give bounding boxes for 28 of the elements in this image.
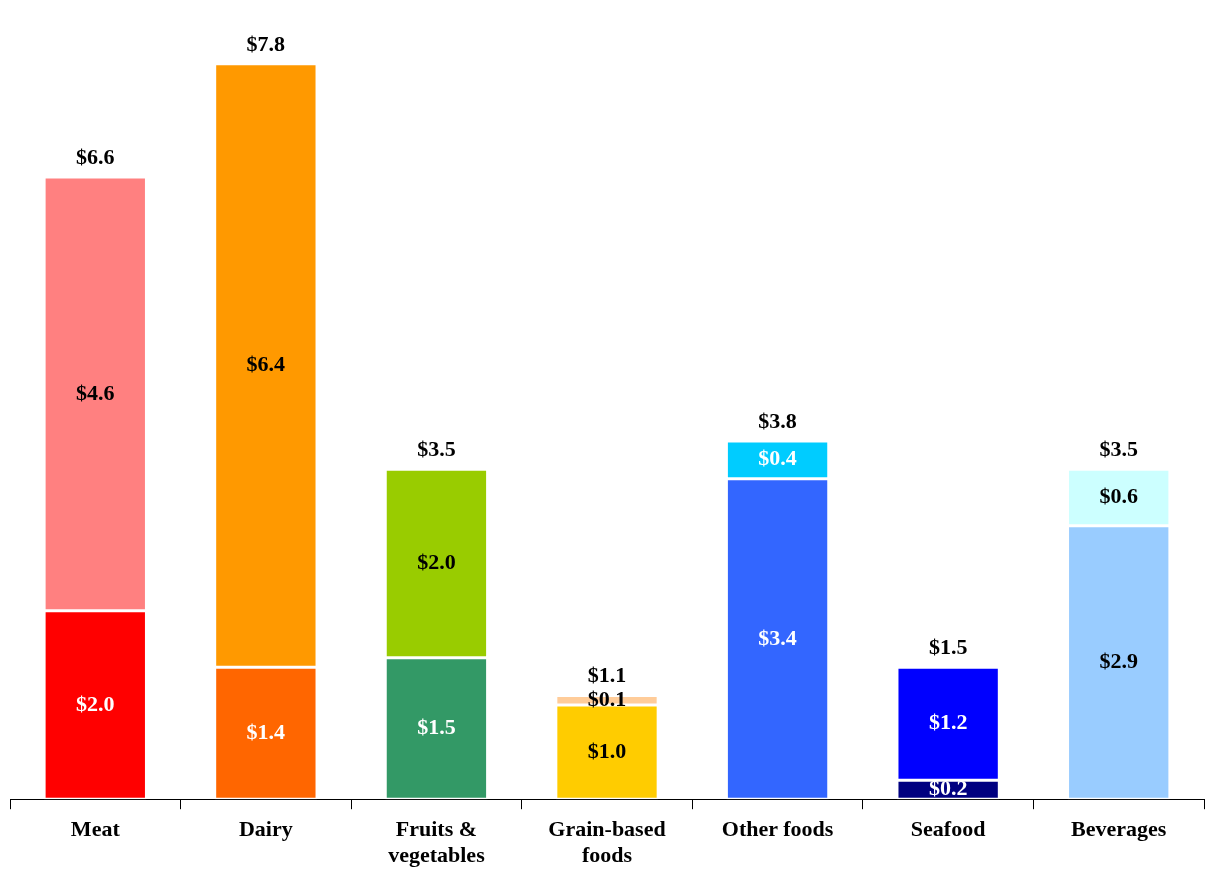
data-label: $3.4	[758, 624, 797, 650]
data-label: $0.6	[1099, 483, 1138, 509]
total-label: $7.8	[246, 30, 286, 56]
x-tick-label: Beverages	[1071, 816, 1167, 842]
total-label: $3.5	[417, 435, 456, 461]
data-label: $0.4	[758, 445, 797, 471]
data-label: $1.2	[928, 709, 968, 735]
x-tick-label: Dairy	[238, 816, 293, 842]
data-label: $6.4	[246, 351, 286, 377]
data-label: $1.5	[417, 714, 456, 740]
total-label: $6.6	[76, 143, 115, 169]
x-tick-label: Grain-based foods	[548, 816, 666, 868]
data-label: $4.6	[76, 379, 115, 405]
data-label: $2.0	[76, 690, 115, 716]
x-tick-label: Meat	[70, 816, 121, 842]
data-label: $1.0	[587, 737, 627, 763]
x-tick-label: Seafood	[910, 816, 986, 842]
data-label: $2.9	[1099, 648, 1138, 674]
data-label: $2.0	[417, 549, 456, 575]
total-label: $1.1	[587, 662, 627, 688]
x-tick-label: Fruits & vegetables	[388, 816, 486, 868]
data-label: $1.4	[246, 718, 286, 744]
x-tick-label: Other foods	[721, 816, 834, 842]
total-label: $3.5	[1099, 435, 1138, 461]
data-label: $0.2	[928, 775, 968, 801]
total-label: $3.8	[758, 407, 797, 433]
total-label: $1.5	[928, 633, 968, 659]
data-label: $0.1	[587, 685, 627, 711]
